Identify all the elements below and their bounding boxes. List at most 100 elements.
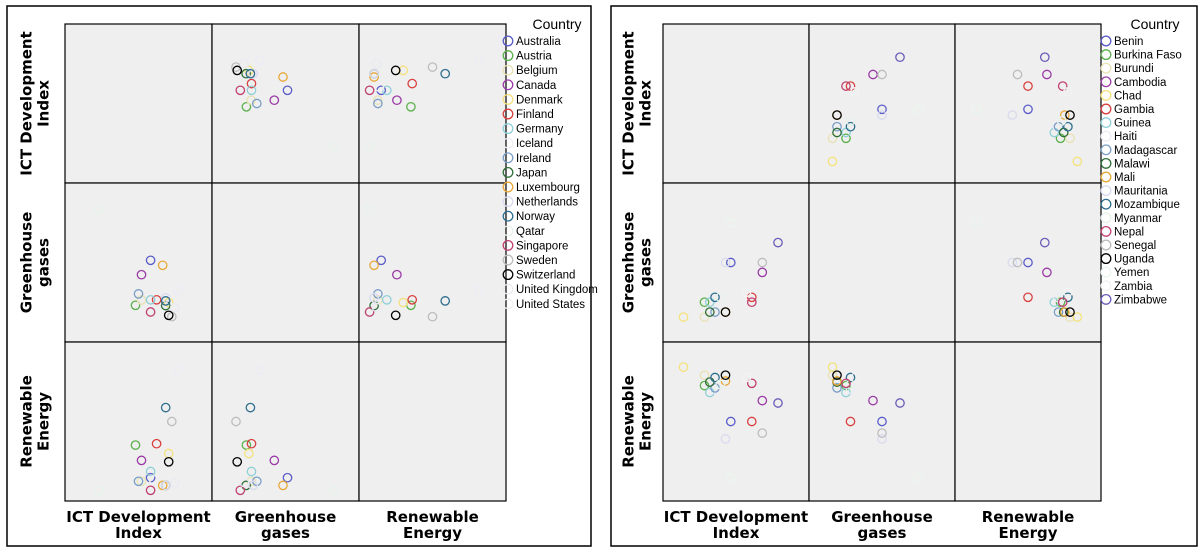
data-point bbox=[390, 65, 401, 76]
legend-label: Mauritania bbox=[1114, 186, 1168, 198]
data-point bbox=[1063, 121, 1073, 132]
data-point bbox=[850, 87, 860, 97]
legend-marker bbox=[1100, 157, 1112, 169]
data-point bbox=[133, 476, 144, 487]
data-point bbox=[329, 141, 340, 152]
data-point bbox=[868, 395, 878, 406]
data-point bbox=[877, 104, 887, 115]
data-point bbox=[390, 310, 401, 321]
data-point bbox=[374, 272, 385, 283]
panel-bg bbox=[663, 24, 809, 183]
legend-label: Belgium bbox=[516, 65, 558, 77]
data-point bbox=[278, 72, 288, 82]
legend-marker bbox=[1100, 35, 1112, 47]
legend-marker bbox=[1100, 198, 1112, 210]
data-point bbox=[251, 98, 262, 109]
data-point bbox=[392, 269, 402, 280]
data-point bbox=[1039, 237, 1050, 248]
data-point bbox=[1039, 52, 1050, 63]
data-point bbox=[157, 480, 168, 491]
data-point bbox=[239, 477, 250, 488]
legend-marker bbox=[502, 93, 514, 105]
data-point bbox=[895, 52, 905, 63]
data-point bbox=[757, 257, 768, 268]
data-point bbox=[704, 307, 715, 317]
data-point bbox=[133, 289, 144, 299]
data-point bbox=[1055, 133, 1066, 144]
data-point bbox=[172, 285, 183, 296]
data-point bbox=[248, 68, 259, 79]
data-point bbox=[94, 204, 105, 214]
data-point bbox=[406, 101, 416, 112]
data-point bbox=[269, 455, 280, 466]
data-point bbox=[1072, 156, 1083, 167]
panel-bg bbox=[212, 342, 359, 501]
legend-marker bbox=[502, 79, 514, 91]
legend-marker bbox=[502, 196, 514, 208]
data-point bbox=[246, 85, 257, 96]
legend-marker bbox=[502, 35, 514, 47]
data-point bbox=[266, 82, 277, 92]
data-point bbox=[136, 295, 147, 305]
data-point bbox=[845, 379, 856, 390]
legend-label: Netherlands bbox=[516, 197, 578, 209]
data-point bbox=[374, 82, 385, 92]
legend-marker bbox=[502, 225, 514, 237]
data-point bbox=[241, 440, 252, 450]
data-point bbox=[160, 292, 171, 303]
data-point bbox=[282, 472, 293, 483]
data-point bbox=[757, 395, 768, 406]
data-point bbox=[440, 68, 451, 79]
data-point bbox=[678, 312, 689, 322]
data-point bbox=[710, 292, 720, 303]
data-point bbox=[369, 292, 379, 303]
data-point bbox=[136, 269, 147, 280]
data-point bbox=[832, 376, 842, 386]
data-point bbox=[329, 486, 340, 496]
data-point bbox=[741, 372, 752, 383]
data-point bbox=[381, 294, 392, 305]
data-point bbox=[746, 416, 757, 427]
panel-bg bbox=[65, 183, 212, 342]
data-point bbox=[278, 480, 288, 491]
data-point bbox=[710, 307, 720, 317]
legend-marker bbox=[502, 269, 514, 281]
legend-label: Burundi bbox=[1114, 63, 1154, 75]
panel-bg bbox=[809, 342, 955, 501]
data-point bbox=[877, 428, 887, 438]
legend-label: Zimbabwe bbox=[1114, 294, 1167, 306]
x-axis-label: ICT Development Index bbox=[66, 508, 210, 542]
legend-label: United States bbox=[516, 299, 585, 311]
data-point bbox=[364, 85, 375, 96]
legend-marker bbox=[502, 239, 514, 251]
data-point bbox=[239, 58, 250, 69]
data-point bbox=[245, 402, 256, 413]
data-point bbox=[841, 378, 851, 389]
panel-bg bbox=[663, 342, 809, 501]
legend-marker bbox=[1100, 280, 1112, 292]
data-point bbox=[166, 416, 177, 427]
data-point bbox=[136, 476, 147, 487]
panel-border bbox=[954, 341, 1102, 502]
legend-label: Senegal bbox=[1114, 240, 1156, 252]
legend-label: Haiti bbox=[1114, 131, 1137, 143]
data-point bbox=[1023, 292, 1033, 303]
data-point bbox=[235, 485, 246, 496]
data-point bbox=[913, 473, 923, 484]
legend-marker bbox=[1100, 130, 1112, 142]
data-point bbox=[371, 302, 382, 313]
data-point bbox=[1063, 292, 1073, 303]
x-axis-label: Renewable Energy bbox=[386, 508, 479, 542]
data-point bbox=[773, 237, 783, 248]
legend-label: Germany bbox=[516, 124, 564, 136]
data-point bbox=[369, 260, 379, 271]
data-point bbox=[877, 69, 887, 80]
panel-bg bbox=[955, 24, 1101, 183]
data-point bbox=[440, 296, 451, 306]
data-point bbox=[1052, 292, 1063, 303]
legend-marker bbox=[1100, 103, 1112, 115]
data-point bbox=[746, 292, 757, 303]
x-axis-label: Renewable Energy bbox=[982, 508, 1075, 542]
data-point bbox=[1059, 307, 1070, 317]
